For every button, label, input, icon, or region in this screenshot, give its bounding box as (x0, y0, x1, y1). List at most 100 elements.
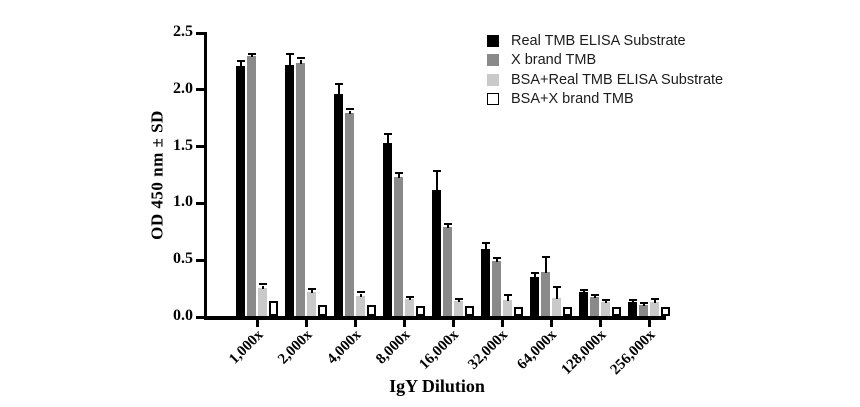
bar (628, 302, 637, 316)
x-tick (304, 320, 308, 327)
y-tick-label: 2.5 (173, 23, 193, 40)
error-bar-stem (397, 174, 400, 178)
plot-area (207, 32, 670, 316)
error-bar-cap (492, 257, 501, 259)
error-bar-cap (530, 272, 539, 274)
y-tick-label: 1.5 (173, 136, 193, 154)
legend-item: BSA+Real TMB ELISA Substrate (487, 70, 723, 90)
x-axis-line (204, 316, 666, 320)
bar (661, 307, 670, 316)
bar (285, 65, 294, 316)
bar (296, 63, 305, 316)
x-tick (353, 320, 357, 327)
error-bar-stem (533, 274, 536, 278)
error-bar-cap (432, 170, 441, 172)
x-tick-label: 32,000x (465, 327, 512, 373)
x-axis-title: IgY Dilution (389, 376, 485, 396)
bar (443, 227, 452, 316)
y-tick-label: 2.0 (173, 79, 193, 97)
error-bar-stem (653, 300, 656, 303)
error-bar-cap (296, 57, 305, 59)
legend-item: Real TMB ELISA Substrate (487, 31, 723, 51)
error-bar-cap (356, 291, 365, 293)
x-tick (598, 320, 602, 327)
error-bar-stem (408, 298, 411, 300)
bar (236, 66, 245, 316)
x-tick (549, 320, 553, 327)
bar (650, 302, 659, 316)
y-tick (196, 315, 207, 319)
error-bar-stem (359, 294, 362, 297)
legend-item: BSA+X brand TMB (487, 90, 723, 110)
error-bar-stem (288, 55, 291, 66)
error-bar-cap (383, 133, 392, 135)
bar (541, 272, 550, 316)
error-bar-cap (552, 286, 561, 288)
x-tick (647, 320, 651, 327)
bar (307, 292, 316, 316)
error-bar-cap (236, 60, 245, 62)
error-bar-stem (299, 60, 302, 64)
error-bar-stem (544, 258, 547, 273)
x-tick (402, 320, 406, 327)
error-bar-cap (628, 299, 637, 301)
error-bar-stem (250, 55, 253, 57)
error-bar-cap (579, 289, 588, 291)
bar (563, 307, 572, 316)
x-tick-label: 64,000x (514, 327, 561, 373)
legend-color-swatch (487, 93, 499, 106)
error-bar-cap (481, 242, 490, 244)
error-bar-stem (593, 296, 596, 298)
error-bar-stem (631, 301, 634, 303)
bar (601, 302, 610, 316)
bar (356, 296, 365, 316)
legend-color-swatch (487, 54, 499, 67)
y-tick-label: 0.0 (173, 307, 193, 324)
y-tick (196, 88, 207, 92)
legend-color-swatch (487, 73, 499, 86)
x-tick-label: 8,000x (372, 327, 414, 368)
error-bar-cap (601, 299, 610, 301)
bar (394, 177, 403, 316)
error-bar-stem (484, 244, 487, 250)
x-tick-label: 256,000x (607, 327, 659, 379)
bar (405, 299, 414, 316)
error-bar-stem (337, 85, 340, 95)
error-bar-cap (285, 53, 294, 55)
bar (334, 94, 343, 316)
error-bar-cap (334, 83, 343, 85)
error-bar-stem (386, 135, 389, 144)
error-bar-stem (239, 61, 242, 67)
legend-label: BSA+X brand TMB (511, 91, 634, 108)
y-axis-title: OD 450 nm ± SD (147, 110, 167, 240)
bar (258, 288, 267, 316)
bar (612, 307, 621, 316)
x-tick-label: 16,000x (416, 327, 463, 373)
error-bar-stem (604, 301, 607, 303)
bar (383, 143, 392, 316)
x-tick-label: 4,000x (323, 327, 365, 368)
error-bar-stem (446, 225, 449, 228)
x-tick (500, 320, 504, 327)
x-tick-label: 1,000x (225, 327, 267, 368)
legend: Real TMB ELISA Substrate X brand TMB BSA+R… (487, 31, 723, 109)
error-bar-cap (394, 172, 403, 174)
y-tick-label: 1.0 (173, 193, 193, 211)
legend-label: BSA+Real TMB ELISA Substrate (511, 71, 724, 88)
legend-color-swatch (487, 34, 499, 47)
x-tick (451, 320, 455, 327)
bar (247, 56, 256, 316)
y-tick (196, 145, 207, 149)
y-tick-label: 0.5 (173, 250, 193, 268)
bar (465, 306, 474, 316)
y-tick (196, 201, 207, 205)
error-bar-cap (454, 298, 463, 300)
bar (514, 307, 523, 316)
bar (269, 301, 278, 316)
error-bar-cap (650, 298, 659, 300)
bar (530, 277, 539, 316)
legend-label: X brand TMB (511, 52, 597, 69)
y-axis-line (204, 32, 207, 320)
bar (367, 305, 376, 316)
error-bar-cap (590, 294, 599, 296)
